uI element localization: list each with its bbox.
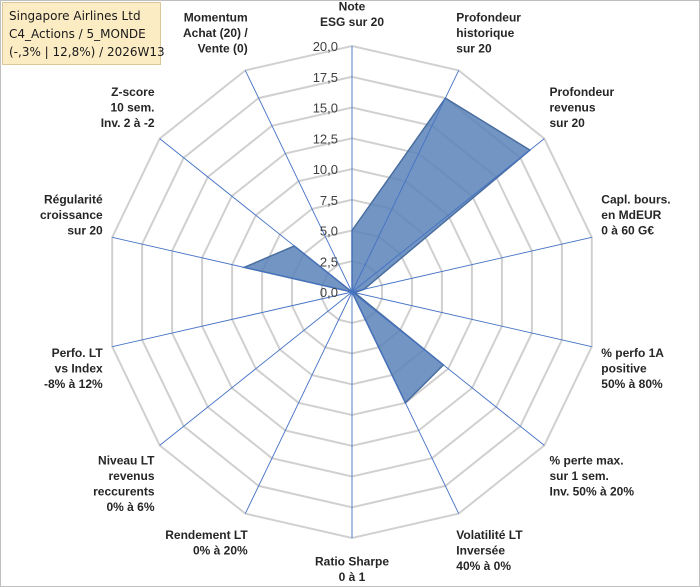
tick-label-7: 17,5 xyxy=(313,70,338,85)
axis-label-11-line-2: sur 20 xyxy=(67,223,103,237)
axis-label-12-line-1: 10 sem. xyxy=(110,100,154,114)
spoke-5 xyxy=(351,291,545,446)
radar-spokes xyxy=(112,46,592,538)
spoke-6 xyxy=(351,291,460,514)
axis-label-5-line-0: % perte max. xyxy=(550,454,624,468)
axis-label-13-line-0: Momentum xyxy=(184,11,248,25)
info-performance-week: (-,3% | 12,8%) / 2026W13 xyxy=(9,45,165,59)
spoke-9 xyxy=(159,291,353,446)
axis-label-2-line-2: sur 20 xyxy=(550,116,586,130)
axis-label-10-line-1: vs Index xyxy=(55,362,103,376)
axis-label-5-line-1: sur 1 sem. xyxy=(550,469,609,483)
axis-label-8-line-0: Rendement LT xyxy=(165,528,248,542)
axis-label-10-line-0: Perfo. LT xyxy=(52,346,104,360)
axis-label-1-line-2: sur 20 xyxy=(456,42,492,56)
spoke-13 xyxy=(244,70,353,293)
spoke-8 xyxy=(244,291,353,514)
axis-label-2-line-1: revenus xyxy=(550,100,596,114)
radar-tick-labels: 0,0 2,5 5,0 7,5 10,0 12,5 15,0 17,5 20,0 xyxy=(313,39,338,300)
axis-label-9-line-1: revenus xyxy=(108,469,154,483)
axis-label-4-line-2: 50% à 80% xyxy=(601,377,663,391)
axis-label-0-line-0: Note xyxy=(339,0,366,14)
tick-label-8: 20,0 xyxy=(313,39,338,54)
axis-label-9-line-3: 0% à 6% xyxy=(106,500,154,514)
axis-label-10-line-2: -8% à 12% xyxy=(44,377,103,391)
axis-label-1-line-0: Profondeur xyxy=(456,11,521,25)
axis-label-6-line-0: Volatilité LT xyxy=(456,528,523,542)
spoke-11 xyxy=(112,236,353,293)
info-company-name: Singapore Airlines Ltd xyxy=(9,9,141,23)
axis-label-11-line-1: croissance xyxy=(40,208,103,222)
tick-label-1: 2,5 xyxy=(320,254,338,269)
tick-label-2: 5,0 xyxy=(320,224,338,239)
axis-label-8-line-1: 0% à 20% xyxy=(193,544,248,558)
axis-label-6-line-2: 40% à 0% xyxy=(456,559,511,573)
axis-label-7-line-0: Ratio Sharpe xyxy=(315,555,389,569)
axis-label-3-line-1: en MdEUR xyxy=(601,208,661,222)
axis-label-7-line-1: 0 à 1 xyxy=(339,570,366,584)
axis-label-9-line-0: Niveau LT xyxy=(98,454,155,468)
axis-label-4-line-1: positive xyxy=(601,362,647,376)
tick-label-3: 7,5 xyxy=(320,193,338,208)
tick-label-6: 15,0 xyxy=(313,101,338,116)
axis-label-6-line-1: Inversée xyxy=(456,544,505,558)
spoke-12 xyxy=(159,138,353,293)
tick-label-0: 0,0 xyxy=(320,285,338,300)
spoke-2 xyxy=(351,138,545,293)
axis-label-12-line-0: Z-score xyxy=(111,85,155,99)
axis-label-5-line-2: Inv. 50% à 20% xyxy=(550,485,635,499)
spoke-4 xyxy=(351,291,592,348)
axis-label-0-line-1: ESG sur 20 xyxy=(320,15,384,29)
axis-label-13-line-1: Achat (20) / xyxy=(183,26,248,40)
axis-label-1-line-1: historique xyxy=(456,26,514,40)
info-box: Singapore Airlines Ltd C4_Actions / 5_MO… xyxy=(2,2,165,65)
axis-label-13-line-2: Vente (0) xyxy=(198,42,248,56)
axis-label-11-line-0: Régularité xyxy=(44,192,103,206)
axis-label-4-line-0: % perfo 1A xyxy=(601,346,664,360)
tick-label-5: 12,5 xyxy=(313,131,338,146)
info-category: C4_Actions / 5_MONDE xyxy=(9,27,146,41)
tick-label-4: 10,0 xyxy=(313,162,338,177)
axis-label-2-line-0: Profondeur xyxy=(550,85,615,99)
spoke-1 xyxy=(351,70,460,293)
spoke-3 xyxy=(351,236,592,293)
axis-label-12-line-2: Inv. 2 à -2 xyxy=(101,116,155,130)
axis-label-3-line-0: Capl. bours. xyxy=(601,192,670,206)
axis-label-3-line-2: 0 à 60 G€ xyxy=(601,223,654,237)
axis-label-9-line-2: reccurents xyxy=(93,485,155,499)
spoke-10 xyxy=(112,291,353,348)
